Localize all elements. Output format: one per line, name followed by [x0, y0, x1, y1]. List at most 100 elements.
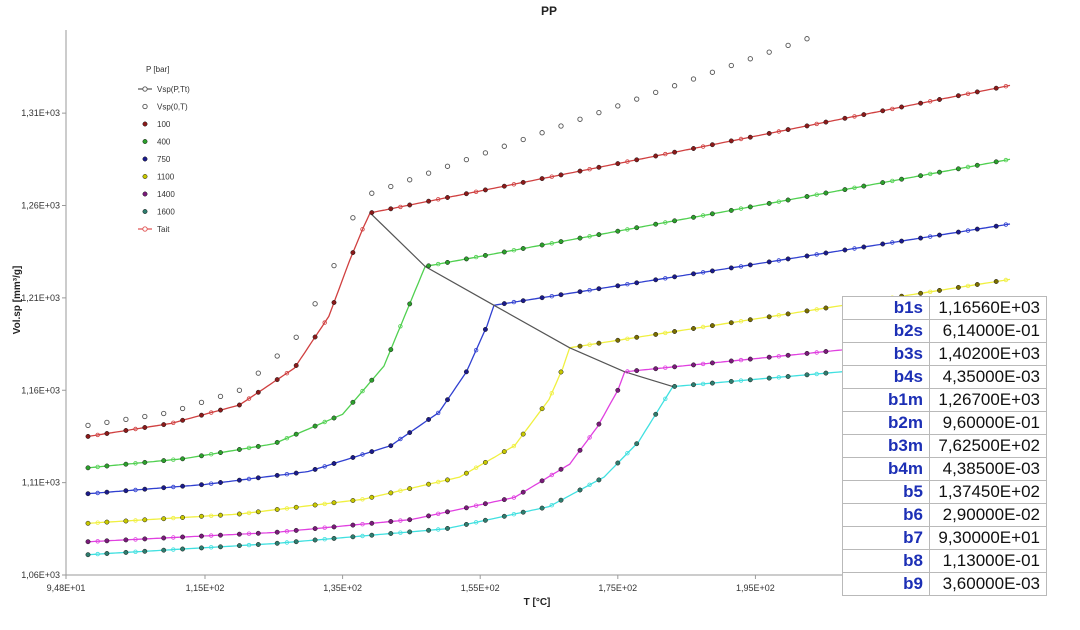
marker-1100 — [766, 314, 772, 320]
marker-1600 — [199, 545, 204, 551]
marker-400 — [161, 458, 167, 464]
marker-750 — [161, 485, 167, 491]
param-value: 6,14000E-01 — [929, 319, 1047, 343]
marker-100 — [861, 112, 867, 118]
marker-750 — [596, 286, 602, 292]
tait-marker-750 — [890, 240, 895, 245]
tait-marker-750 — [549, 294, 554, 299]
marker-1100 — [993, 279, 999, 284]
marker-1100 — [369, 494, 375, 500]
marker-1400 — [501, 497, 507, 503]
tait-marker-1400 — [171, 535, 176, 540]
param-name: b6 — [842, 503, 930, 527]
marker-400 — [369, 377, 375, 383]
marker-750 — [331, 461, 337, 466]
tait-marker-1600 — [284, 540, 290, 545]
marker-100 — [123, 428, 129, 433]
marker-400 — [85, 465, 91, 471]
marker-vsp0 — [236, 387, 243, 393]
y-tick-label: 1,21E+03 — [21, 293, 60, 303]
tait-marker-100 — [852, 114, 857, 119]
marker-400 — [804, 194, 810, 199]
marker-1600 — [255, 542, 261, 547]
marker-100 — [142, 425, 148, 430]
marker-100 — [236, 402, 242, 408]
marker-750 — [180, 483, 186, 489]
tait-marker-400 — [284, 436, 290, 441]
marker-100 — [274, 377, 280, 383]
marker-1100 — [974, 282, 980, 287]
marker-1600 — [577, 487, 583, 493]
marker-750 — [236, 477, 242, 483]
marker-100 — [312, 334, 318, 340]
tait-marker-1100 — [360, 497, 365, 502]
marker-1600 — [672, 383, 678, 389]
marker-1600 — [539, 505, 545, 511]
tait-marker-1400 — [473, 503, 479, 508]
tait-marker-1400 — [738, 357, 744, 363]
marker-1100 — [823, 305, 829, 311]
tait-marker-1600 — [663, 396, 668, 401]
param-value: 1,40200E+03 — [929, 342, 1047, 366]
marker-750 — [142, 486, 148, 492]
marker-vsp0 — [539, 130, 545, 136]
marker-1100 — [123, 518, 129, 524]
tait-marker-750 — [928, 234, 933, 239]
tait-marker-750 — [284, 472, 290, 477]
tait-marker-1100 — [95, 520, 100, 525]
marker-1400 — [123, 537, 129, 543]
tait-marker-400 — [890, 178, 895, 184]
marker-750 — [899, 238, 905, 244]
marker-100 — [520, 179, 526, 185]
param-row: b2m 9,60000E-01 — [842, 411, 1047, 435]
marker-750 — [520, 298, 526, 304]
marker-1600 — [823, 370, 829, 376]
marker-400 — [331, 415, 337, 421]
marker-750 — [369, 449, 375, 455]
tait-marker-1100 — [549, 391, 554, 396]
legend-entry: 1100 — [142, 173, 175, 182]
param-name: b9 — [842, 572, 930, 596]
marker-400 — [596, 232, 602, 238]
tait-marker-1600 — [814, 371, 819, 377]
marker-1100 — [672, 329, 678, 334]
x-tick-label: 1,75E+02 — [598, 583, 637, 593]
y-tick-label: 1,06E+03 — [21, 570, 60, 580]
marker-vsp0 — [463, 156, 470, 163]
marker-1600 — [85, 552, 91, 558]
marker-1400 — [161, 535, 167, 541]
tait-marker-750 — [398, 436, 403, 442]
tait-marker-1600 — [700, 381, 706, 387]
marker-1600 — [180, 546, 186, 552]
marker-400 — [312, 423, 318, 429]
marker-750 — [426, 417, 432, 422]
marker-400 — [388, 347, 394, 353]
param-value: 3,60000E-03 — [929, 572, 1047, 596]
tait-marker-1600 — [776, 375, 781, 380]
marker-1100 — [388, 490, 394, 496]
marker-1400 — [236, 531, 242, 537]
marker-750 — [350, 455, 356, 460]
param-value: 7,62500E+02 — [929, 434, 1047, 458]
marker-1400 — [766, 354, 772, 360]
tait-marker-1400 — [246, 531, 252, 536]
tait-marker-100 — [171, 420, 176, 425]
tait-marker-100 — [776, 129, 781, 134]
marker-vsp0 — [255, 370, 261, 376]
marker-vsp0 — [407, 177, 413, 183]
marker-vsp0 — [198, 399, 205, 406]
param-row: b3s 1,40200E+03 — [842, 342, 1047, 366]
marker-1600 — [501, 513, 507, 519]
tait-marker-100 — [95, 432, 100, 438]
x-tick-label: 1,15E+02 — [186, 583, 225, 593]
marker-400 — [274, 439, 280, 445]
parameter-table: b1s 1,16560E+03 b2s 6,14000E-01 b3s 1,40200E+… — [842, 296, 1047, 596]
marker-750 — [993, 223, 999, 229]
marker-1600 — [104, 551, 110, 556]
tait-marker-100 — [133, 426, 138, 432]
marker-1600 — [596, 477, 602, 483]
tait-marker-1600 — [398, 530, 403, 535]
marker-vsp0 — [596, 109, 602, 116]
legend-entry: 100 — [142, 120, 171, 129]
tait-marker-750 — [322, 464, 327, 469]
